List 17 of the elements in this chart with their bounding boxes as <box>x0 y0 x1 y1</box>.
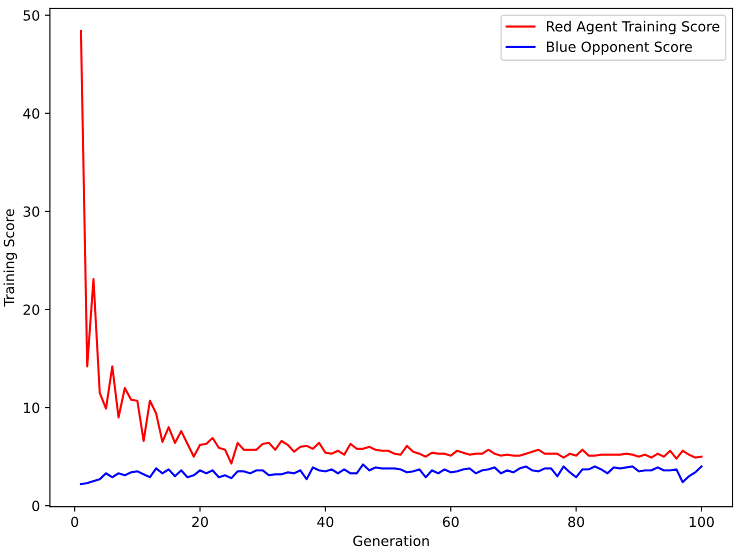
y-tick-label: 20 <box>24 304 40 315</box>
x-tick-label: 100 <box>690 516 714 528</box>
x-tick-label: 0 <box>71 516 78 528</box>
y-tick-label: 10 <box>24 402 40 414</box>
y-tick-label: 30 <box>24 206 40 217</box>
x-tick-label: 60 <box>442 516 459 528</box>
x-tick-label: 20 <box>192 516 208 528</box>
y-tick-label: 40 <box>23 108 40 119</box>
y-tick-label: 0 <box>32 500 40 512</box>
legend-label: Red Agent Training Score <box>546 20 720 34</box>
x-tick-label: 80 <box>568 516 584 528</box>
line-series <box>80 463 703 486</box>
x-axis-title: Generation <box>353 535 429 546</box>
legend-label: Blue Opponent Score <box>546 41 692 55</box>
y-axis-title: Training Score <box>4 209 17 307</box>
y-tick-label: 50 <box>24 10 40 21</box>
x-tick-label: 40 <box>317 516 334 528</box>
